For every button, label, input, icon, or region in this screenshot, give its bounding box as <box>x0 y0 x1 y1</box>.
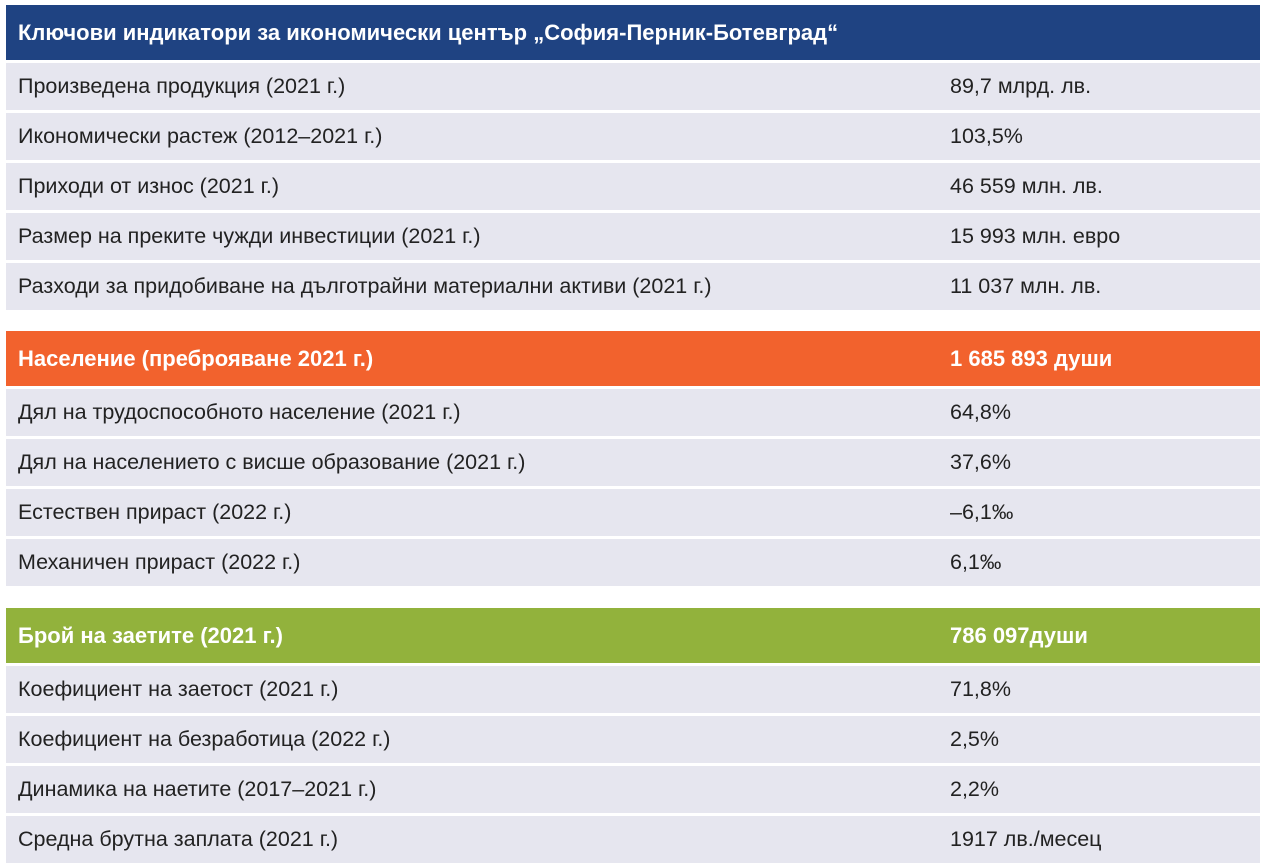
table-row: Размер на преките чужди инвестиции (2021… <box>6 213 1260 260</box>
table-row: Динамика на наетите (2017–2021 г.) 2,2% <box>6 766 1260 813</box>
row-value: 89,7 млрд. лв. <box>950 74 1092 98</box>
table-row: Коефициент на безработица (2022 г.) 2,5% <box>6 716 1260 763</box>
table-row: Дял на населението с висше образование (… <box>6 439 1260 486</box>
row-label: Динамика на наетите (2017–2021 г.) <box>18 777 377 801</box>
row-label: Дял на населението с висше образование (… <box>18 450 526 474</box>
row-value: 71,8% <box>950 677 1011 701</box>
row-label: Механичен прираст (2022 г.) <box>18 550 301 574</box>
table-row: Приходи от износ (2021 г.) 46 559 млн. л… <box>6 163 1260 210</box>
row-label: Произведена продукция (2021 г.) <box>18 74 346 98</box>
row-label: Приходи от износ (2021 г.) <box>18 174 279 198</box>
row-label: Естествен прираст (2022 г.) <box>18 500 292 524</box>
row-value: 1917 лв./месец <box>950 827 1102 851</box>
table-row: Естествен прираст (2022 г.) –6,1‰ <box>6 489 1260 536</box>
row-value: 46 559 млн. лв. <box>950 174 1103 198</box>
table-title: Ключови индикатори за икономически центъ… <box>18 19 839 45</box>
row-value: 6,1‰ <box>950 550 1002 574</box>
table-row: Механичен прираст (2022 г.) 6,1‰ <box>6 539 1260 586</box>
row-value: 64,8% <box>950 400 1011 424</box>
row-value: 103,5% <box>950 124 1023 148</box>
row-label: Икономически растеж (2012–2021 г.) <box>18 124 383 148</box>
row-label: Коефициент на безработица (2022 г.) <box>18 727 391 751</box>
row-label: Средна брутна заплата (2021 г.) <box>18 827 339 851</box>
employment-header: Брой на заетите (2021 г.) 786 097души <box>6 608 1260 663</box>
population-header: Население (преброяване 2021 г.) 1 685 89… <box>6 331 1260 386</box>
population-header-label: Население (преброяване 2021 г.) <box>18 345 374 371</box>
table-row: Коефициент на заетост (2021 г.) 71,8% <box>6 666 1260 713</box>
row-value: 37,6% <box>950 450 1011 474</box>
population-section: Население (преброяване 2021 г.) 1 685 89… <box>6 331 1260 589</box>
row-label: Разходи за придобиване на дълготрайни ма… <box>18 274 712 298</box>
employment-header-value: 786 097души <box>950 622 1088 648</box>
row-value: 11 037 млн. лв. <box>950 274 1102 298</box>
row-label: Размер на преките чужди инвестиции (2021… <box>18 224 481 248</box>
population-header-value: 1 685 893 души <box>950 345 1113 371</box>
row-value: –6,1‰ <box>950 500 1014 524</box>
economy-header: Ключови индикатори за икономически центъ… <box>6 5 1260 60</box>
row-label: Коефициент на заетост (2021 г.) <box>18 677 339 701</box>
employment-header-label: Брой на заетите (2021 г.) <box>18 622 283 648</box>
table-row: Дял на трудоспособното население (2021 г… <box>6 389 1260 436</box>
table-row: Икономически растеж (2012–2021 г.) 103,5… <box>6 113 1260 160</box>
row-value: 2,2% <box>950 777 1000 801</box>
row-value: 15 993 млн. евро <box>950 224 1121 248</box>
economy-section: Ключови индикатори за икономически центъ… <box>6 5 1260 313</box>
table-row: Произведена продукция (2021 г.) 89,7 млр… <box>6 63 1260 110</box>
row-value: 2,5% <box>950 727 1000 751</box>
table-row: Разходи за придобиване на дълготрайни ма… <box>6 263 1260 310</box>
table-row: Средна брутна заплата (2021 г.) 1917 лв.… <box>6 816 1260 863</box>
employment-section: Брой на заетите (2021 г.) 786 097души Ко… <box>6 608 1260 866</box>
row-label: Дял на трудоспособното население (2021 г… <box>18 400 461 424</box>
